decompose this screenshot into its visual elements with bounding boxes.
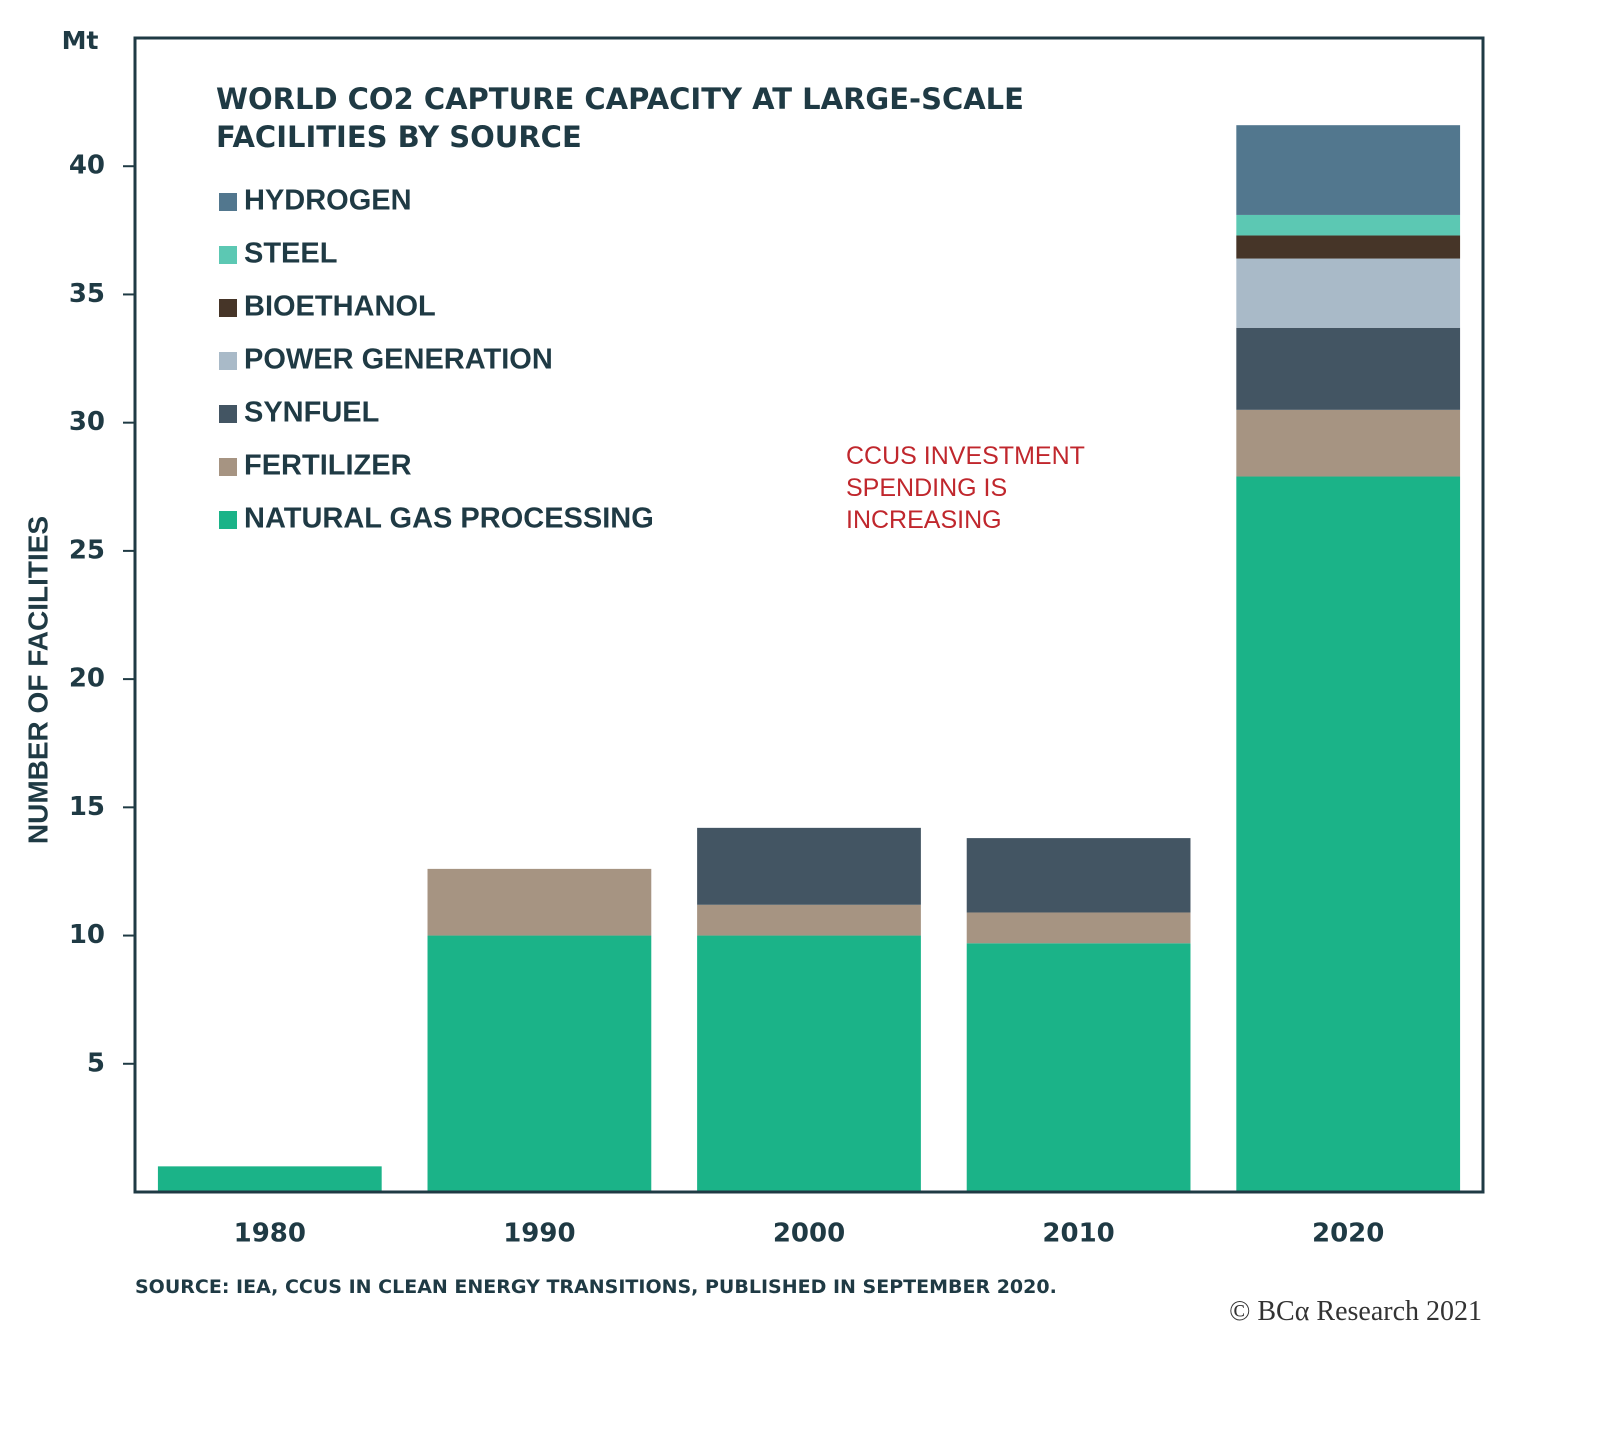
chart-title: WORLD CO2 CAPTURE CAPACITY AT LARGE-SCAL… xyxy=(216,82,1024,154)
y-tick-label: 35 xyxy=(69,279,105,309)
bar-segment xyxy=(697,904,921,936)
bar-segment xyxy=(427,935,652,1192)
bar-segment xyxy=(1236,235,1461,259)
legend-label: BIOETHANOL xyxy=(244,291,436,323)
legend-label: POWER GENERATION xyxy=(244,344,553,376)
x-tick-label: 1980 xyxy=(234,1219,306,1249)
bar-segment xyxy=(1236,409,1461,477)
legend-label: HYDROGEN xyxy=(244,185,412,217)
bar-segment xyxy=(157,1166,382,1192)
y-tick-label: 15 xyxy=(69,792,105,822)
x-tick-label: 2020 xyxy=(1312,1219,1384,1249)
source: SOURCE: IEA, CCUS IN CLEAN ENERGY TRANSI… xyxy=(135,1276,1057,1298)
legend-label: SYNFUEL xyxy=(244,397,379,429)
legend-swatch xyxy=(219,193,237,211)
legend-label: NATURAL GAS PROCESSING xyxy=(244,503,654,535)
legend-swatch xyxy=(219,511,237,529)
bar-segment xyxy=(1236,125,1461,215)
annotation: CCUS INVESTMENT SPENDING IS INCREASING xyxy=(846,442,1085,534)
plot-frame xyxy=(133,36,1485,1194)
bar-segment xyxy=(697,827,921,905)
y-unit: Mt xyxy=(62,26,99,55)
bar-segment xyxy=(1236,214,1461,236)
legend-swatch xyxy=(219,458,237,476)
x-tick-label: 1990 xyxy=(503,1219,575,1249)
y-tick-label: 30 xyxy=(69,407,105,437)
bar-segment xyxy=(427,868,652,936)
y-tick-label: 20 xyxy=(69,664,105,694)
y-tick-label: 40 xyxy=(69,151,105,181)
credit: © BCα Research 2021 xyxy=(1229,1296,1482,1327)
y-tick-label: 10 xyxy=(69,920,105,950)
legend-swatch xyxy=(219,299,237,317)
legend-swatch xyxy=(219,246,237,264)
legend-label: STEEL xyxy=(244,238,337,270)
bar-segment xyxy=(1236,327,1461,410)
bar-segment xyxy=(1236,476,1461,1192)
legend-label: FERTILIZER xyxy=(244,450,412,482)
bar-segment xyxy=(966,943,1191,1192)
y-tick-label: 5 xyxy=(87,1048,105,1078)
x-tick-label: 2000 xyxy=(773,1219,845,1249)
bar-segment xyxy=(966,912,1191,944)
bar-segment xyxy=(1236,258,1461,328)
legend-swatch xyxy=(219,352,237,370)
bar-segment xyxy=(697,935,921,1192)
legend-swatch xyxy=(219,405,237,423)
y-tick-label: 25 xyxy=(69,535,105,565)
bar-segment xyxy=(966,838,1191,913)
x-tick-label: 2010 xyxy=(1042,1219,1114,1249)
y-axis-label: NUMBER OF FACILITIES xyxy=(22,516,53,844)
